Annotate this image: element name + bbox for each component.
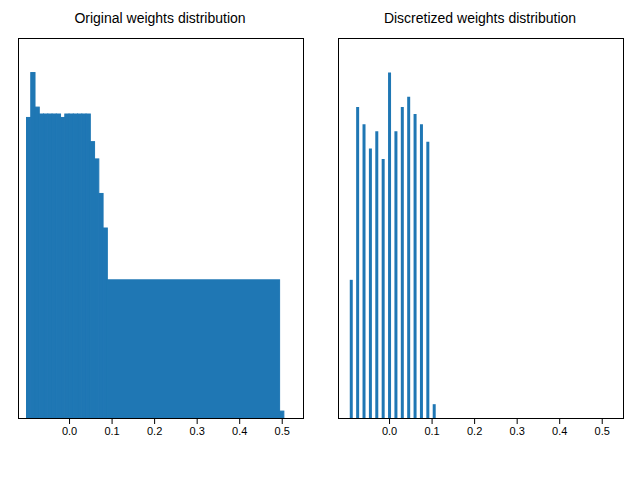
svg-text:0.0: 0.0: [61, 425, 76, 437]
svg-text:0.3: 0.3: [189, 425, 204, 437]
html-text:Discretized weights distributi: Discretized weights distribution: [383, 10, 577, 26]
svg-text:0.3: 0.3: [509, 425, 524, 437]
svg-text:0.4: 0.4: [552, 425, 567, 437]
html-text:Original weights distribution: Original weights distribution: [74, 10, 246, 26]
svg-text:0.5: 0.5: [274, 425, 289, 437]
svg-text:0.0: 0.0: [381, 425, 396, 437]
svg-text:0.1: 0.1: [424, 425, 439, 437]
svg-text:0.2: 0.2: [146, 425, 161, 437]
svg-text:0.4: 0.4: [232, 425, 247, 437]
svg-text:0.5: 0.5: [594, 425, 609, 437]
svg-text:0.2: 0.2: [466, 425, 481, 437]
svg-text:0.1: 0.1: [104, 425, 119, 437]
